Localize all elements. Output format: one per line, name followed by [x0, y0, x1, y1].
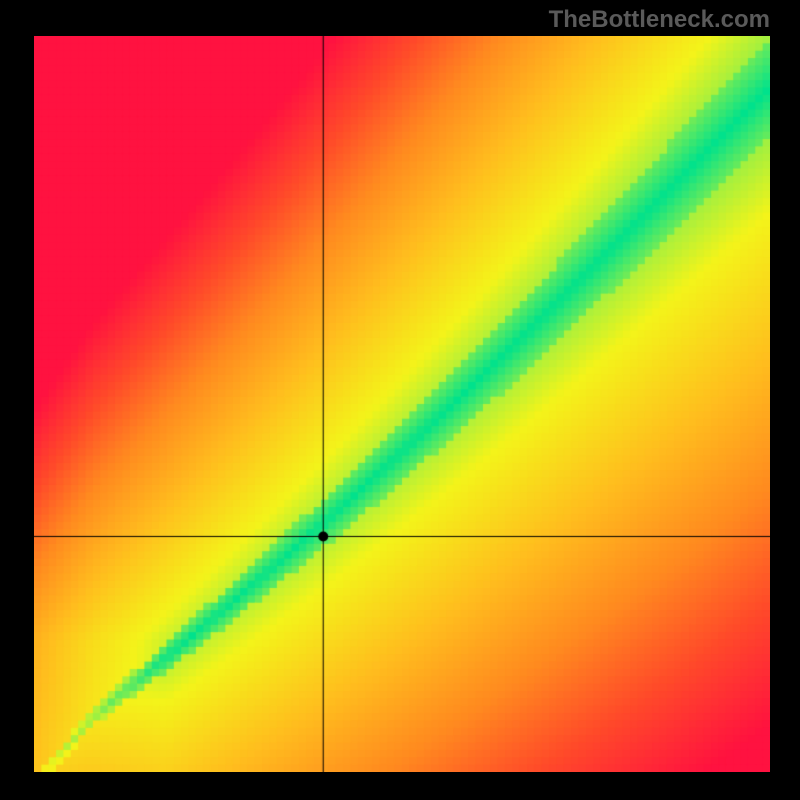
watermark-text: TheBottleneck.com [549, 6, 770, 34]
heatmap-canvas [34, 36, 770, 772]
bottleneck-heatmap [34, 36, 770, 772]
